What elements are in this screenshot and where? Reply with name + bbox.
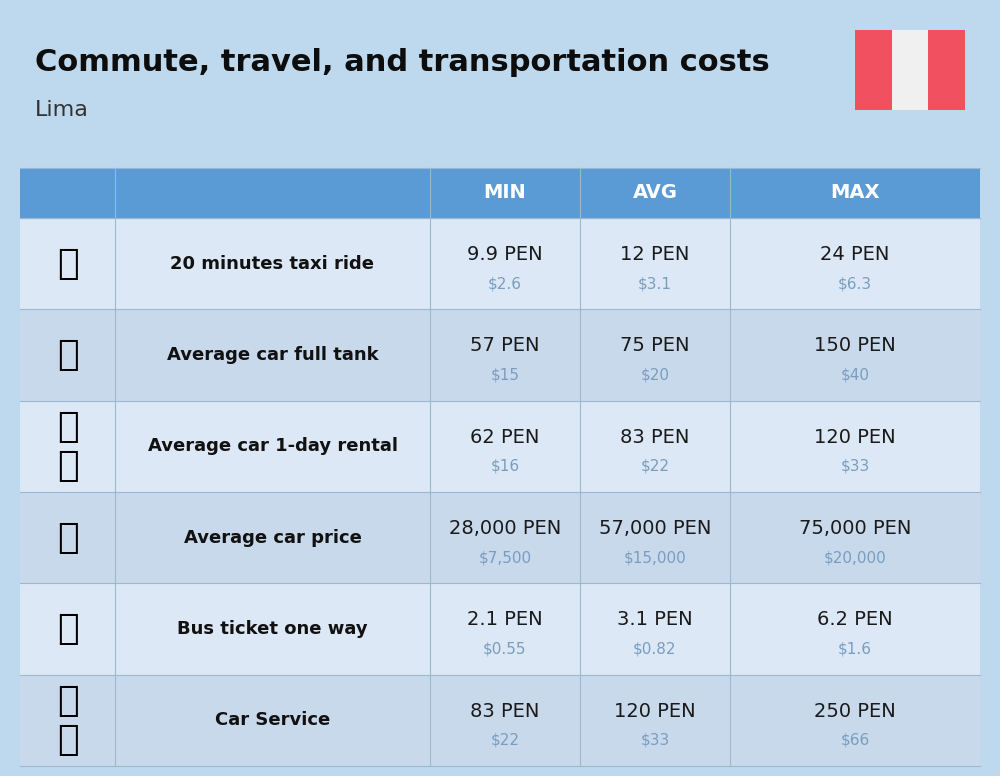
Text: $16: $16 — [490, 459, 520, 474]
Text: $66: $66 — [840, 733, 870, 748]
Bar — [20, 584, 980, 674]
Text: 83 PEN: 83 PEN — [620, 428, 690, 447]
Bar — [855, 30, 892, 110]
Text: 75 PEN: 75 PEN — [620, 336, 690, 355]
Bar — [855, 30, 965, 110]
Text: 20 minutes taxi ride: 20 minutes taxi ride — [170, 255, 374, 272]
Text: 🚕: 🚕 — [57, 247, 78, 281]
Text: 3.1 PEN: 3.1 PEN — [617, 611, 693, 629]
Text: 🔑
🚙: 🔑 🚙 — [57, 410, 78, 483]
Text: $6.3: $6.3 — [838, 276, 872, 291]
Text: Bus ticket one way: Bus ticket one way — [177, 620, 368, 638]
Text: $0.82: $0.82 — [633, 642, 677, 656]
Bar — [928, 30, 965, 110]
Text: $1.6: $1.6 — [838, 642, 872, 656]
Bar — [20, 492, 980, 584]
Text: $20: $20 — [640, 368, 670, 383]
Bar — [20, 168, 980, 218]
Text: 83 PEN: 83 PEN — [470, 702, 540, 721]
Text: 150 PEN: 150 PEN — [814, 336, 896, 355]
Text: 250 PEN: 250 PEN — [814, 702, 896, 721]
Text: 120 PEN: 120 PEN — [814, 428, 896, 447]
Text: 6.2 PEN: 6.2 PEN — [817, 611, 893, 629]
Text: Lima: Lima — [35, 100, 89, 120]
Text: $7,500: $7,500 — [478, 550, 532, 565]
Text: 9.9 PEN: 9.9 PEN — [467, 245, 543, 264]
Text: $22: $22 — [490, 733, 520, 748]
Text: $20,000: $20,000 — [824, 550, 886, 565]
Text: 24 PEN: 24 PEN — [820, 245, 890, 264]
Text: Commute, travel, and transportation costs: Commute, travel, and transportation cost… — [35, 48, 770, 77]
Text: $2.6: $2.6 — [488, 276, 522, 291]
Text: $15,000: $15,000 — [624, 550, 686, 565]
Text: Average car full tank: Average car full tank — [167, 346, 378, 364]
Text: MIN: MIN — [484, 183, 526, 203]
Text: $15: $15 — [490, 368, 520, 383]
Text: 🚌: 🚌 — [57, 612, 78, 646]
Text: $33: $33 — [840, 459, 870, 474]
Text: 57 PEN: 57 PEN — [470, 336, 540, 355]
Text: 62 PEN: 62 PEN — [470, 428, 540, 447]
Bar — [20, 674, 980, 766]
Text: Average car price: Average car price — [184, 528, 361, 546]
Bar — [20, 310, 980, 400]
Text: $22: $22 — [640, 459, 670, 474]
Text: $33: $33 — [640, 733, 670, 748]
Text: 28,000 PEN: 28,000 PEN — [449, 519, 561, 538]
Text: $3.1: $3.1 — [638, 276, 672, 291]
Text: $0.55: $0.55 — [483, 642, 527, 656]
Bar — [20, 218, 980, 310]
Text: ⛽: ⛽ — [57, 338, 78, 372]
Text: 75,000 PEN: 75,000 PEN — [799, 519, 911, 538]
Text: 🔧
🚗: 🔧 🚗 — [57, 684, 78, 757]
Text: 2.1 PEN: 2.1 PEN — [467, 611, 543, 629]
Text: Car Service: Car Service — [215, 712, 330, 729]
Text: 🚗: 🚗 — [57, 521, 78, 555]
Text: 57,000 PEN: 57,000 PEN — [599, 519, 711, 538]
Text: AVG: AVG — [633, 183, 678, 203]
Text: Average car 1-day rental: Average car 1-day rental — [148, 438, 398, 456]
Text: 12 PEN: 12 PEN — [620, 245, 690, 264]
Bar — [20, 400, 980, 492]
Text: MAX: MAX — [830, 183, 880, 203]
Text: $40: $40 — [840, 368, 870, 383]
Text: 120 PEN: 120 PEN — [614, 702, 696, 721]
